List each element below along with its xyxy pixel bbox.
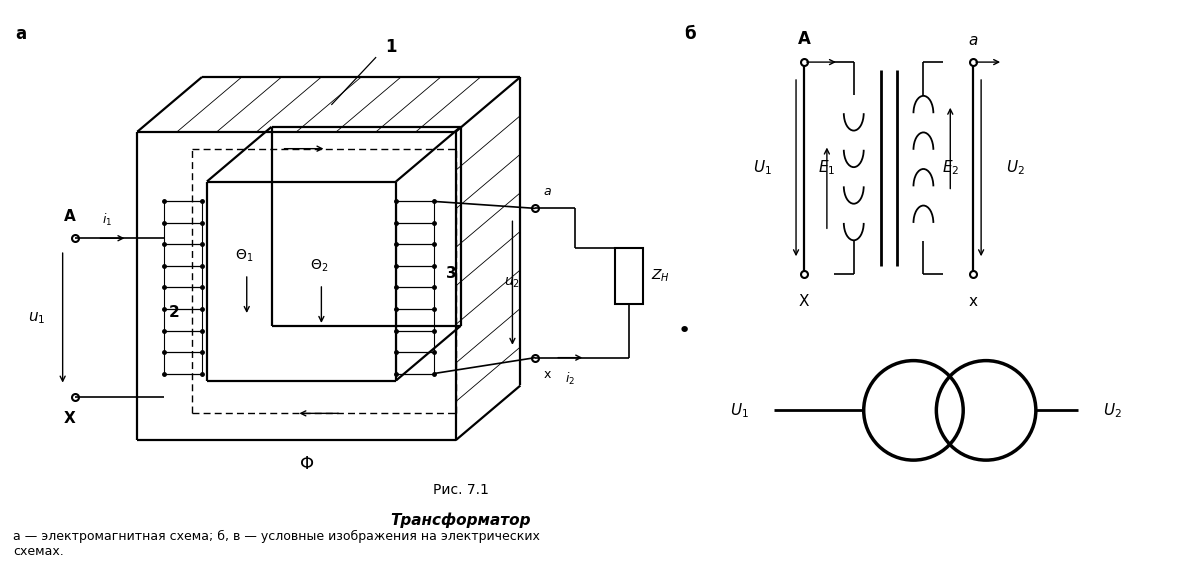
Text: $Z_H$: $Z_H$ <box>650 268 670 284</box>
Text: $U_1$: $U_1$ <box>730 401 749 420</box>
Text: 1: 1 <box>386 38 397 56</box>
Text: $u_2$: $u_2$ <box>505 276 520 290</box>
Text: x: x <box>969 294 977 309</box>
Text: $\Theta_2$: $\Theta_2$ <box>310 258 328 274</box>
Text: $\Phi$: $\Phi$ <box>299 455 314 473</box>
Text: Рис. 7.1: Рис. 7.1 <box>433 483 489 497</box>
Text: $E_2$: $E_2$ <box>941 158 959 177</box>
Text: A: A <box>64 209 76 224</box>
Text: x: x <box>543 367 551 380</box>
Text: а — электромагнитная схема; б, в — условные изображения на электрических
схемах.: а — электромагнитная схема; б, в — услов… <box>13 530 540 558</box>
Text: $u_1$: $u_1$ <box>28 310 46 325</box>
Text: $i_2$: $i_2$ <box>565 371 576 387</box>
Text: 3: 3 <box>446 265 457 281</box>
Text: X: X <box>799 294 809 309</box>
Text: X: X <box>64 411 76 426</box>
Text: A: A <box>798 30 810 48</box>
Text: $E_1$: $E_1$ <box>819 158 835 177</box>
Bar <box>615 248 643 304</box>
Text: Трансформатор: Трансформатор <box>391 512 531 528</box>
Text: а: а <box>14 25 26 43</box>
Text: $\Theta_1$: $\Theta_1$ <box>234 248 252 264</box>
Text: a: a <box>969 33 978 48</box>
Text: a: a <box>543 186 551 199</box>
Text: б: б <box>685 25 696 43</box>
Text: •: • <box>678 321 691 341</box>
Text: $U_2$: $U_2$ <box>1103 401 1121 420</box>
Text: $U_2$: $U_2$ <box>1006 158 1024 177</box>
Text: $U_1$: $U_1$ <box>752 158 772 177</box>
Text: $i_1$: $i_1$ <box>102 212 113 228</box>
Text: 2: 2 <box>168 305 179 320</box>
